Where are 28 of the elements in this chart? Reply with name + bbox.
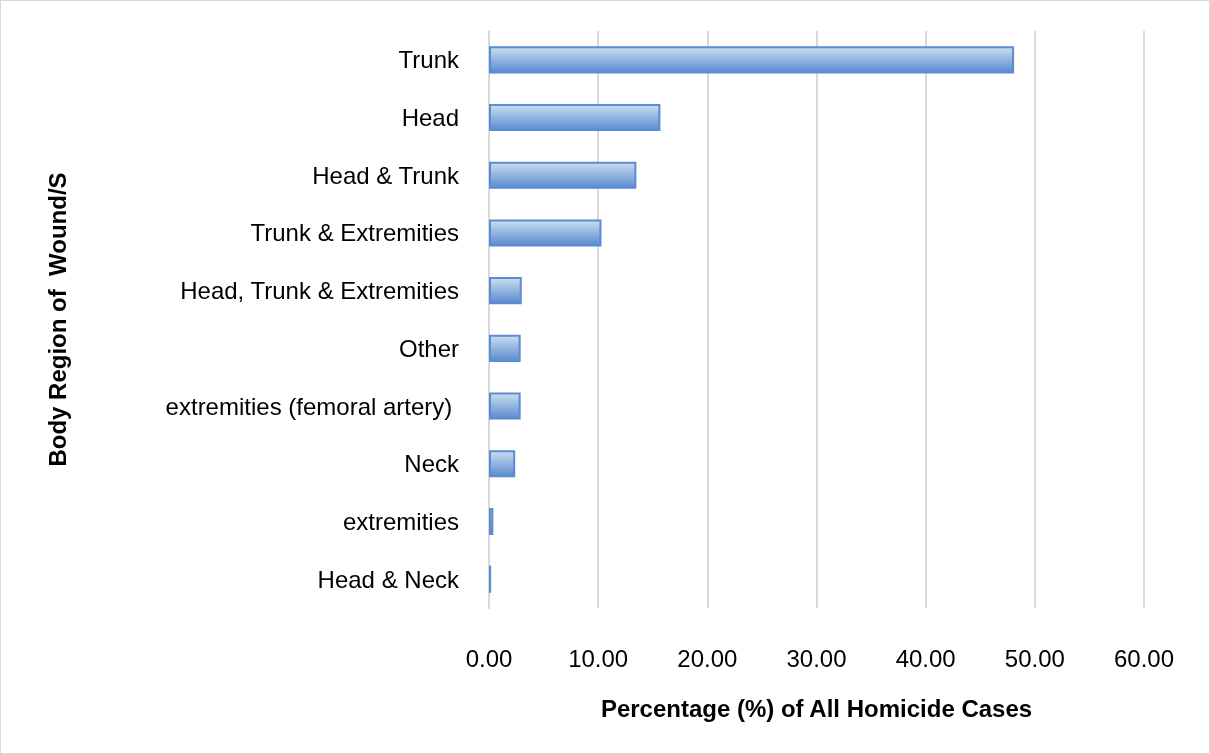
y-tick-label: extremities <box>342 507 459 535</box>
bar <box>489 392 521 420</box>
y-tick-label: Trunk & Extremities <box>250 219 459 247</box>
bar <box>489 219 602 247</box>
y-tick-label: Neck <box>404 450 460 478</box>
x-tick-label: 0.00 <box>465 644 513 672</box>
x-tick-label: 30.00 <box>786 644 847 672</box>
y-tick-label: Head, Trunk & Extremities <box>180 277 459 305</box>
y-tick-label: Head <box>401 104 459 132</box>
x-axis-title: Percentage (%) of All Homicide Cases <box>600 694 1033 722</box>
bar <box>489 334 521 362</box>
x-tick-label: 50.00 <box>1004 644 1065 672</box>
y-tick-label: Trunk <box>398 46 460 74</box>
bar <box>489 46 1015 74</box>
y-tick-label: Head & Neck <box>317 565 460 593</box>
y-tick-label: Head & Trunk <box>312 161 460 189</box>
y-axis-title: Body Region of Wound/S <box>43 172 71 467</box>
bar <box>489 277 522 305</box>
x-tick-label: 60.00 <box>1113 644 1175 672</box>
x-tick-label: 10.00 <box>568 644 629 672</box>
x-tick-label: 40.00 <box>895 644 956 672</box>
y-tick-label: Other <box>398 334 459 362</box>
bar <box>489 103 661 132</box>
x-tick-label: 20.00 <box>677 644 738 672</box>
bar <box>489 161 637 189</box>
y-tick-label: extremities (femoral artery) <box>165 392 459 420</box>
bar <box>489 507 494 536</box>
bar <box>489 450 516 478</box>
